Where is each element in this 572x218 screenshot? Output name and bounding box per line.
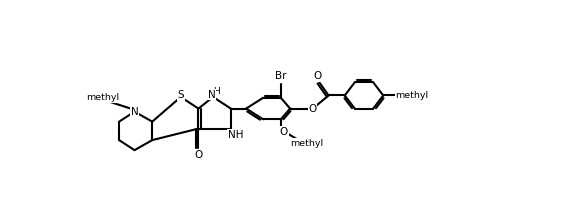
Text: S: S bbox=[177, 90, 184, 100]
Text: O: O bbox=[308, 104, 316, 114]
Text: O: O bbox=[313, 71, 322, 81]
Text: methyl: methyl bbox=[395, 91, 428, 100]
Text: O: O bbox=[194, 150, 202, 160]
Text: methyl: methyl bbox=[289, 139, 323, 148]
Text: H: H bbox=[213, 87, 220, 96]
Text: methyl: methyl bbox=[86, 93, 120, 102]
Text: N: N bbox=[130, 107, 138, 117]
Text: Br: Br bbox=[275, 71, 287, 81]
Text: N: N bbox=[208, 90, 216, 100]
Text: NH: NH bbox=[228, 130, 243, 140]
Text: O: O bbox=[280, 127, 288, 137]
